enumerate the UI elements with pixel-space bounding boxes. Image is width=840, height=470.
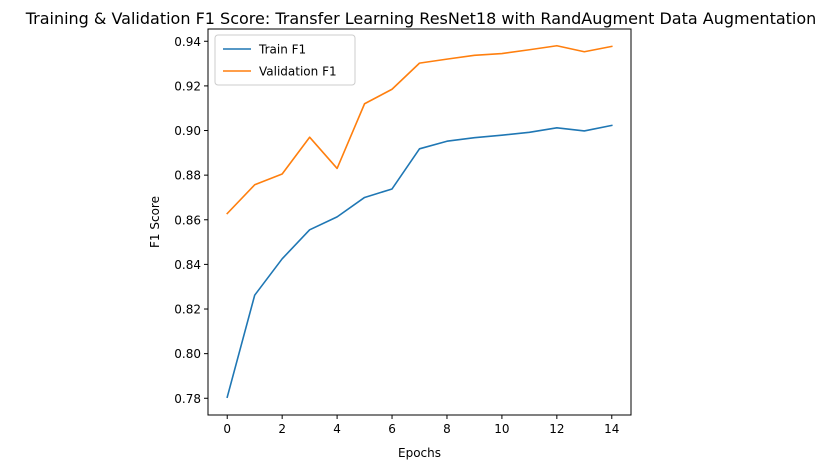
y-axis-ticks: 0.78 0.80 0.82 0.84 0.86 0.88 0.90 0.92 0.94	[174, 35, 208, 406]
x-tick-label: 12	[549, 422, 564, 436]
legend-label-train-f1: Train F1	[258, 43, 306, 57]
y-tick-label: 0.82	[174, 303, 201, 317]
series-line-train-f1	[226, 124, 613, 399]
y-tick-label: 0.84	[174, 258, 201, 272]
x-axis-label: Epochs	[398, 446, 441, 460]
y-tick-label: 0.88	[174, 169, 201, 183]
y-axis-label: F1 Score	[148, 196, 162, 248]
chart-title: Training & Validation F1 Score: Transfer…	[25, 9, 817, 28]
x-tick-label: 0	[223, 422, 231, 436]
x-tick-label: 4	[333, 422, 341, 436]
y-tick-label: 0.92	[174, 79, 201, 93]
y-tick-label: 0.78	[174, 392, 201, 406]
x-tick-label: 14	[604, 422, 619, 436]
y-tick-label: 0.86	[174, 213, 201, 227]
x-tick-label: 6	[388, 422, 396, 436]
x-tick-label: 10	[494, 422, 509, 436]
x-tick-label: 8	[443, 422, 451, 436]
y-tick-label: 0.94	[174, 35, 201, 49]
series-line-validation-f1	[226, 44, 613, 215]
x-axis-ticks: 0 2 4 6 8 10 12 14	[223, 415, 619, 436]
legend: Train F1 Validation F1	[214, 34, 356, 86]
y-tick-label: 0.90	[174, 124, 201, 138]
plot-area	[226, 44, 613, 399]
x-tick-label: 2	[278, 422, 286, 436]
y-tick-label: 0.80	[174, 347, 201, 361]
legend-label-validation-f1: Validation F1	[259, 65, 337, 79]
plot-frame	[207, 28, 632, 416]
legend-box	[214, 34, 356, 86]
